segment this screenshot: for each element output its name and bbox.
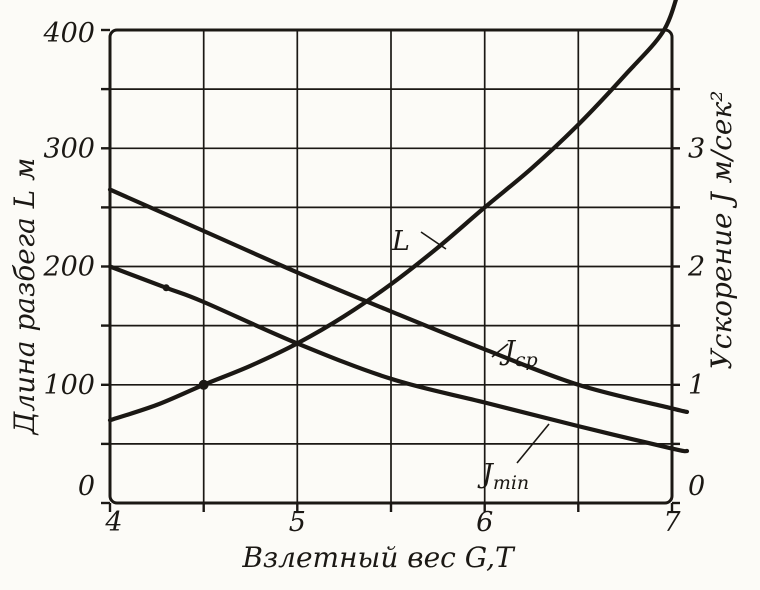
x-axis-tick-label: 6 xyxy=(476,507,493,538)
x-axis-title: Взлетный вес G,Т xyxy=(241,541,516,574)
marker-layer xyxy=(162,284,209,390)
y-right-tick-label: 1 xyxy=(688,370,705,401)
y-left-tick-label: 400 xyxy=(42,18,95,49)
curve-label-jcp: Jср xyxy=(499,336,538,371)
grid-layer xyxy=(110,30,672,503)
leader-line-jcp xyxy=(491,343,509,358)
curve-label-L: L xyxy=(391,226,410,257)
curve-layer xyxy=(107,0,690,454)
leader-line-jmin xyxy=(516,423,550,464)
curve-label-jmin-main: J xyxy=(477,459,495,490)
y-left-tick-label: 100 xyxy=(43,370,95,401)
y-left-tick-label: 200 xyxy=(42,252,95,283)
y-right-tick-label: 2 xyxy=(687,252,705,283)
x-axis-tick-label: 7 xyxy=(663,507,681,538)
y-left-tick-label: 300 xyxy=(43,133,95,164)
y-left-tick-label: 0 xyxy=(78,471,95,502)
leader-line-L xyxy=(420,231,447,250)
x-axis-tick-label: 5 xyxy=(289,507,306,538)
data-point-marker-Jmin xyxy=(162,284,170,292)
curve-label-jmin-sub: min xyxy=(493,472,529,494)
y-right-tick-label: 3 xyxy=(688,133,705,164)
x-axis-tick-label: 4 xyxy=(104,507,122,538)
data-point-marker-L xyxy=(198,379,209,390)
y-right-tick-label: 0 xyxy=(688,471,705,502)
curve-Jmin xyxy=(107,264,690,454)
curve-L xyxy=(107,0,678,423)
y-right-axis-title: Ускорение J м/сек² xyxy=(705,91,738,370)
curve-label-jcp-main: J xyxy=(499,336,517,367)
curve-Jср xyxy=(107,187,690,414)
y-left-axis-title: Длина разбега L м xyxy=(8,158,41,437)
curve-label-jcp-sub: ср xyxy=(515,349,538,371)
curve-label-jmin: Jmin xyxy=(477,459,529,494)
